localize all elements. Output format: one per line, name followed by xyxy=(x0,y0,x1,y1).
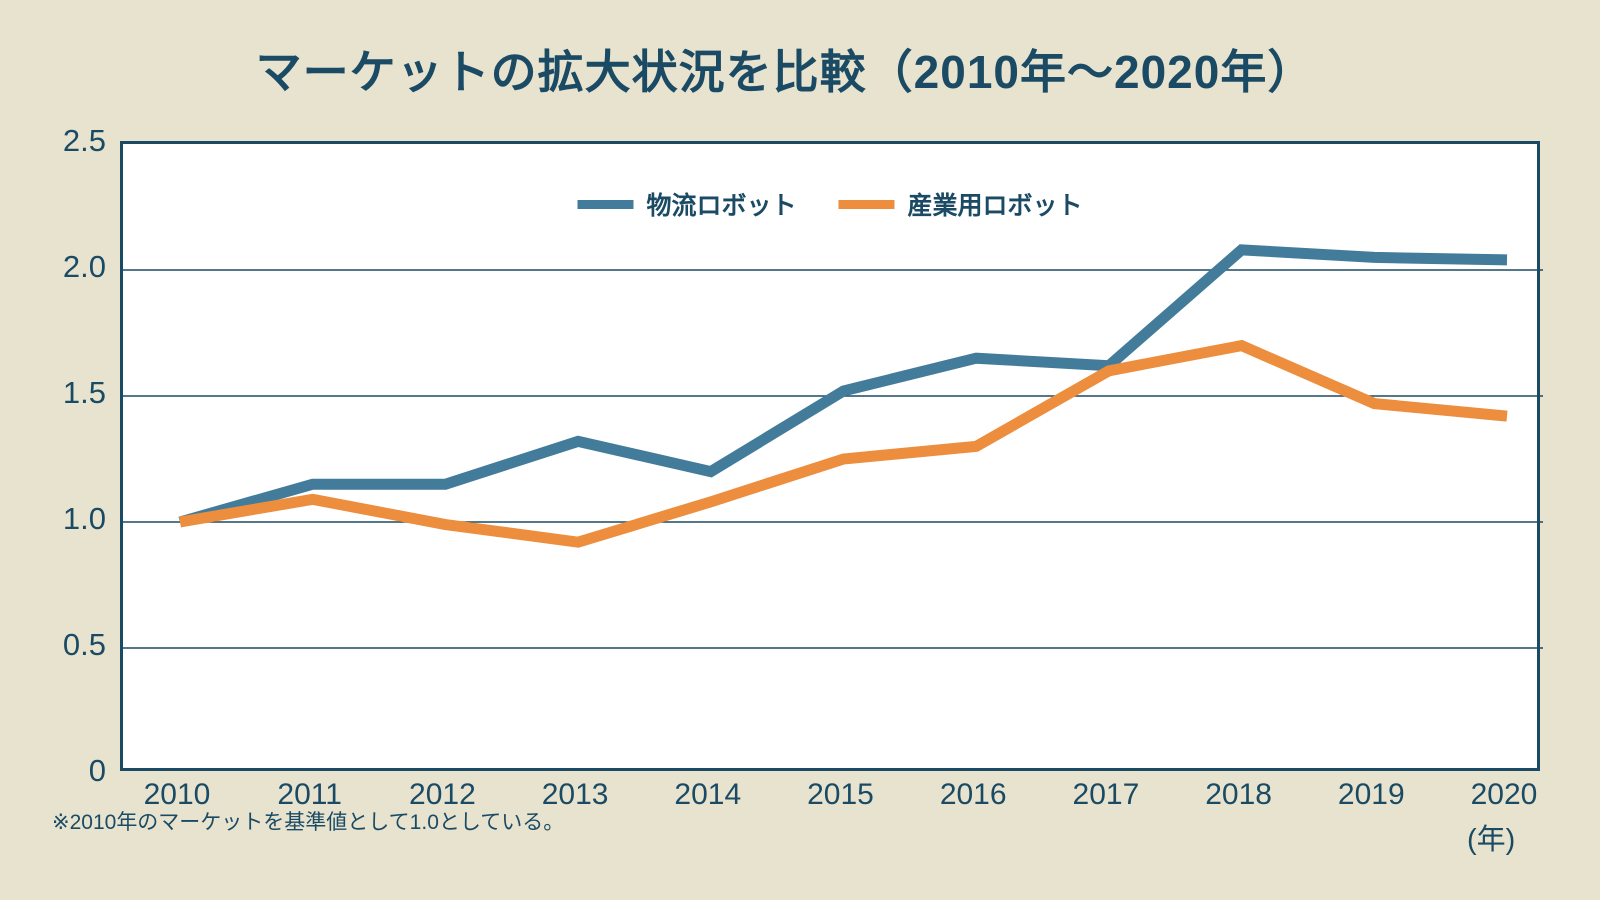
footnote: ※2010年のマーケットを基準値として1.0としている。 xyxy=(52,811,565,834)
x-tick-label: 2017 xyxy=(1072,778,1140,811)
x-tick-label: 2020 xyxy=(1470,778,1538,811)
x-tick-label: 2013 xyxy=(541,778,609,811)
plot-svg xyxy=(123,244,1543,649)
series-line-0 xyxy=(178,244,1508,528)
plot-area xyxy=(120,141,1543,771)
x-tick-label: 2015 xyxy=(807,778,874,811)
x-tick-label: 2019 xyxy=(1337,778,1405,811)
y-tick-label: 1.0 xyxy=(62,501,106,536)
x-tick-label: 2014 xyxy=(674,778,742,811)
x-tick-label: 2012 xyxy=(409,778,476,811)
legend-swatch-icon xyxy=(838,199,895,209)
legend-item-1: 産業用ロボット xyxy=(838,186,1083,222)
legend: 物流ロボット 産業用ロボット xyxy=(577,186,1083,222)
y-tick-label: 2.5 xyxy=(62,123,106,158)
y-tick-label: 2.0 xyxy=(62,249,106,284)
x-tick-label: 2011 xyxy=(277,778,342,811)
x-tick-label: 2016 xyxy=(939,778,1007,811)
x-axis-unit-label: (年) xyxy=(1467,824,1516,856)
legend-label: 物流ロボット xyxy=(646,192,797,220)
y-tick-label: 0.5 xyxy=(62,627,106,662)
legend-swatch-icon xyxy=(577,199,634,209)
legend-item-0: 物流ロボット xyxy=(577,186,797,222)
x-tick-label: 2010 xyxy=(143,778,211,811)
chart-title: マーケットの拡大状況を比較（2010年〜2020年） xyxy=(255,46,1315,98)
legend-label: 産業用ロボット xyxy=(907,192,1083,220)
y-tick-label: 0 xyxy=(88,753,106,788)
x-tick-label: 2018 xyxy=(1205,778,1272,811)
y-tick-label: 1.5 xyxy=(62,375,106,410)
series-line-1 xyxy=(179,339,1508,548)
